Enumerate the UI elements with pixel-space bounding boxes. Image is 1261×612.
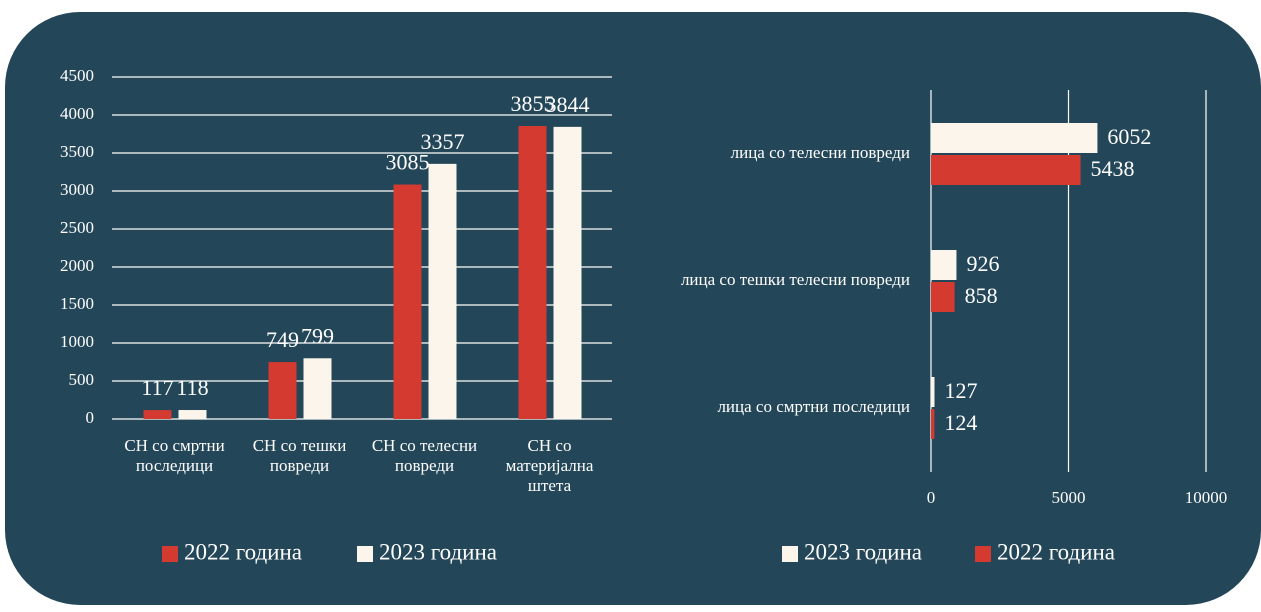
y-tick-label: 2500 bbox=[60, 218, 94, 237]
bar bbox=[428, 163, 457, 419]
data-label: 858 bbox=[965, 283, 998, 308]
y-tick-label: 0 bbox=[86, 408, 95, 427]
data-label: 118 bbox=[176, 375, 208, 400]
bar bbox=[931, 377, 935, 407]
bar bbox=[268, 362, 297, 419]
data-label: 117 bbox=[141, 375, 173, 400]
bar bbox=[143, 410, 172, 419]
legend-swatch bbox=[162, 546, 178, 562]
data-label: 3085 bbox=[386, 150, 430, 175]
bar bbox=[393, 184, 422, 419]
bar bbox=[931, 409, 935, 439]
legend-label: 2023 година bbox=[379, 539, 497, 564]
y-tick-label: лица со тешки телесни повреди bbox=[680, 270, 910, 289]
y-tick-label: 1500 bbox=[60, 294, 94, 313]
x-tick-label: СН со смртни последици bbox=[124, 436, 225, 475]
x-tick-label: СН со телесни повреди bbox=[371, 436, 478, 475]
bar bbox=[303, 358, 332, 419]
background bbox=[5, 12, 1261, 605]
bar bbox=[178, 410, 207, 419]
bar bbox=[553, 126, 582, 419]
x-tick-label: 5000 bbox=[1052, 488, 1086, 507]
x-tick-label: 10000 bbox=[1185, 488, 1228, 507]
x-tick-label: 0 bbox=[927, 488, 936, 507]
data-label: 6052 bbox=[1107, 124, 1151, 149]
y-tick-label: 4500 bbox=[60, 66, 94, 85]
data-label: 124 bbox=[944, 410, 977, 435]
y-tick-label: 3500 bbox=[60, 142, 94, 161]
bar bbox=[931, 282, 955, 312]
bar bbox=[518, 126, 547, 420]
data-label: 3844 bbox=[546, 92, 590, 117]
data-label: 3357 bbox=[421, 129, 465, 154]
bar bbox=[931, 250, 957, 280]
y-tick-label: 1000 bbox=[60, 332, 94, 351]
y-tick-label: лица со смртни последици bbox=[717, 397, 910, 416]
legend-label: 2022 година bbox=[184, 539, 302, 564]
data-label: 749 bbox=[266, 327, 299, 352]
y-tick-label: 3000 bbox=[60, 180, 94, 199]
data-label: 3855 bbox=[511, 91, 555, 116]
data-label: 799 bbox=[301, 323, 334, 348]
y-tick-label: 2000 bbox=[60, 256, 94, 275]
legend-swatch bbox=[975, 546, 991, 562]
legend-label: 2022 година bbox=[997, 539, 1115, 564]
data-label: 5438 bbox=[1091, 156, 1135, 181]
data-label: 127 bbox=[944, 378, 977, 403]
data-label: 926 bbox=[966, 251, 999, 276]
legend-swatch bbox=[782, 546, 798, 562]
y-tick-label: 500 bbox=[69, 370, 95, 389]
legend-swatch bbox=[357, 546, 373, 562]
y-tick-label: 4000 bbox=[60, 104, 94, 123]
legend-label: 2023 година bbox=[804, 539, 922, 564]
x-tick-label: СН со материјална штета bbox=[505, 436, 594, 495]
bar bbox=[931, 155, 1081, 185]
x-tick-label: СН со тешки повреди bbox=[252, 436, 347, 475]
bar bbox=[931, 123, 1098, 153]
y-tick-label: лица со телесни повреди bbox=[730, 143, 910, 162]
